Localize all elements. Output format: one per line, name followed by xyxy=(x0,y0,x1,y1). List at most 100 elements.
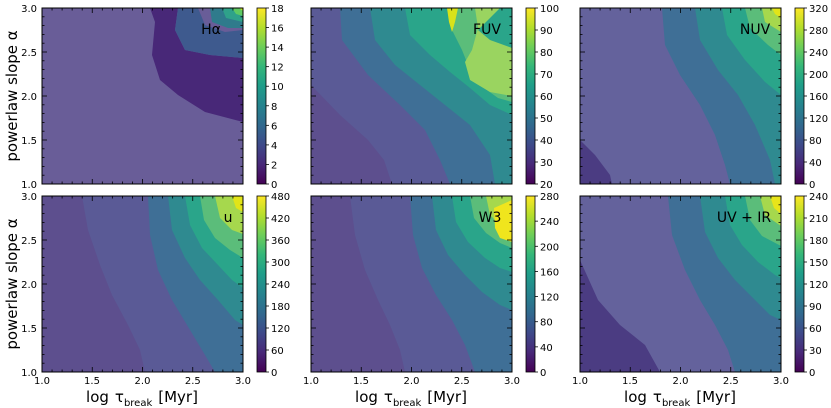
colorbar-tick-label: 0 xyxy=(540,368,546,379)
colorbar-ticks: 240 210 180 150 120 90 60 30 0 xyxy=(809,192,828,379)
contour-fill xyxy=(42,196,243,372)
colorbar-tick-label: 60 xyxy=(271,346,284,357)
y-tick-label: 1.0 xyxy=(21,180,37,191)
colorbar-tick-label: 180 xyxy=(271,302,290,313)
contour-level xyxy=(478,8,512,48)
panel-label: W3 xyxy=(479,210,502,226)
contour-level xyxy=(447,8,458,32)
x-ticks: 1.0 1.5 2.0 2.5 3.0 xyxy=(572,376,789,387)
colorbar-tick-label: 200 xyxy=(540,242,559,253)
x-axis-label: log τbreak [Myr] xyxy=(624,388,736,408)
x-tick-label: 2.0 xyxy=(404,376,420,387)
colorbar-ticks: 18 16 14 12 10 8 6 4 2 0 xyxy=(271,4,284,191)
x-axis-label: log τbreak [Myr] xyxy=(86,388,198,408)
colorbar-tick-label: 40 xyxy=(540,136,553,147)
x-axis-label-middle: log τbreak [Myr] xyxy=(355,388,467,408)
panel-halpha: Hα 3.0 2.5 2.0 1.5 1.0 18 16 14 12 10 8 … xyxy=(21,4,284,191)
colorbar-tick-label: 240 xyxy=(809,192,828,203)
colorbar xyxy=(256,7,267,185)
colorbar-tick-label: 160 xyxy=(809,92,828,103)
colorbar-tick-label: 40 xyxy=(809,158,822,169)
contour-level xyxy=(770,196,781,214)
colorbar xyxy=(794,7,805,185)
colorbar-tick-label: 80 xyxy=(809,136,822,147)
tick-marks xyxy=(41,7,807,373)
y-axis-label-bottom: powerlaw slope α xyxy=(3,218,21,349)
colorbar-tick-label: 40 xyxy=(540,343,553,354)
colorbar-tick-label: 120 xyxy=(271,324,290,335)
contour-level xyxy=(232,8,243,16)
colorbar xyxy=(256,195,267,373)
y-tick-label: 1.0 xyxy=(21,368,37,379)
x-axis-label-left: log τbreak [Myr] xyxy=(86,388,198,408)
x-tick-label: 2.5 xyxy=(185,376,201,387)
colorbar-ticks: 280 240 200 160 120 80 40 0 xyxy=(540,192,559,379)
y-axis-label: powerlaw slope α xyxy=(3,30,21,161)
colorbar-tick-label: 150 xyxy=(809,258,828,269)
colorbar-tick-label: 0 xyxy=(809,368,815,379)
panel-label: UV + IR xyxy=(717,210,772,226)
contour-fill xyxy=(580,8,781,184)
colorbar-tick-label: 200 xyxy=(809,70,828,81)
y-tick-label: 1.5 xyxy=(21,136,37,147)
panel-label: Hα xyxy=(201,22,221,38)
colorbar-tick-label: 280 xyxy=(809,26,828,37)
y-tick-label: 2.0 xyxy=(21,92,37,103)
x-tick-label: 2.0 xyxy=(673,376,689,387)
x-axis-label: log τbreak [Myr] xyxy=(355,388,467,408)
colorbar-tick-label: 180 xyxy=(809,236,828,247)
y-ticks: 3.0 2.5 2.0 1.5 1.0 xyxy=(21,192,37,379)
colorbar-tick-label: 320 xyxy=(809,4,828,15)
colorbar-tick-label: 300 xyxy=(271,258,290,269)
colorbar xyxy=(794,195,805,373)
panel-w3: W3 1.0 1.5 2.0 2.5 3.0 280 240 200 160 1… xyxy=(303,192,559,387)
colorbar-tick-label: 120 xyxy=(540,293,559,304)
x-tick-label: 1.5 xyxy=(622,376,638,387)
colorbar-tick-label: 8 xyxy=(271,102,277,113)
x-tick-label: 3.0 xyxy=(773,376,789,387)
contour-level xyxy=(494,200,512,242)
colorbar-tick-label: 120 xyxy=(809,114,828,125)
y-tick-label: 2.5 xyxy=(21,48,37,59)
colorbar-tick-label: 30 xyxy=(809,346,822,357)
x-tick-label: 1.0 xyxy=(34,376,50,387)
contour-level xyxy=(150,8,243,122)
colorbar-tick-label: 20 xyxy=(540,180,553,191)
colorbar-tick-label: 120 xyxy=(809,280,828,291)
contour-level xyxy=(580,140,612,184)
colorbar-tick-label: 14 xyxy=(271,43,284,54)
y-tick-label: 1.5 xyxy=(21,324,37,335)
contour-level xyxy=(239,8,243,11)
contour-level xyxy=(175,8,243,58)
contour-fill xyxy=(42,8,243,184)
x-tick-label: 1.5 xyxy=(84,376,100,387)
colorbar xyxy=(525,195,536,373)
colorbar-tick-label: 18 xyxy=(271,4,284,15)
panel-label: FUV xyxy=(473,22,501,38)
contour-level xyxy=(580,260,660,372)
x-tick-label: 1.0 xyxy=(303,376,319,387)
colorbar-ticks: 480 420 360 300 240 180 120 60 0 xyxy=(271,192,290,379)
panel-uv-ir: UV + IR 1.0 1.5 2.0 2.5 3.0 240 210 180 … xyxy=(572,192,828,387)
colorbar-tick-label: 6 xyxy=(271,121,277,132)
x-tick-label: 1.5 xyxy=(353,376,369,387)
colorbar-tick-label: 360 xyxy=(271,236,290,247)
colorbar-tick-label: 50 xyxy=(540,114,553,125)
x-tick-label: 1.0 xyxy=(572,376,588,387)
colorbar-tick-label: 2 xyxy=(271,160,277,171)
colorbar-tick-label: 240 xyxy=(540,217,559,228)
contour-fill xyxy=(311,8,512,184)
colorbar-tick-label: 240 xyxy=(271,280,290,291)
colorbar-tick-label: 4 xyxy=(271,141,277,152)
colorbar-ticks: 320 280 240 200 160 120 80 40 0 xyxy=(809,4,828,191)
x-tick-label: 2.5 xyxy=(723,376,739,387)
colorbar-tick-label: 240 xyxy=(809,48,828,59)
x-tick-label: 3.0 xyxy=(504,376,520,387)
y-tick-label: 2.0 xyxy=(21,280,37,291)
x-ticks: 1.0 1.5 2.0 2.5 3.0 xyxy=(303,376,520,387)
colorbar-tick-label: 30 xyxy=(540,158,553,169)
contour-fill xyxy=(311,196,512,372)
colorbar-tick-label: 100 xyxy=(540,4,559,15)
x-tick-label: 2.0 xyxy=(135,376,151,387)
